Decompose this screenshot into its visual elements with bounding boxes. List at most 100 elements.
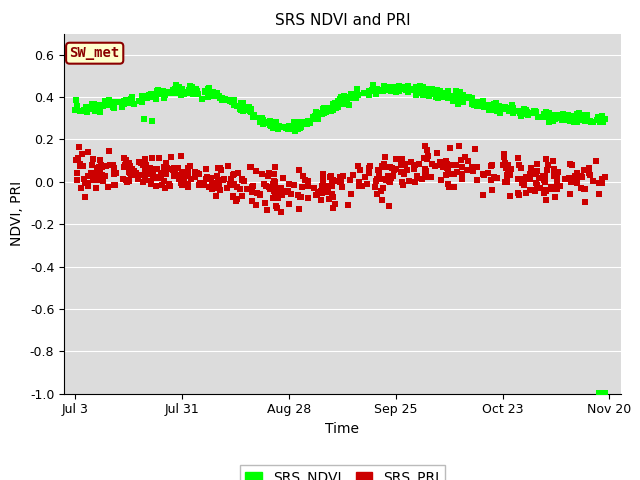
SRS_PRI	[179, 169, 189, 177]
SRS_PRI	[452, 168, 462, 176]
SRS_PRI	[451, 161, 461, 168]
SRS_PRI	[169, 165, 179, 172]
SRS_NDVI	[236, 106, 246, 114]
SRS_NDVI	[122, 99, 132, 107]
SRS_PRI	[376, 162, 387, 170]
SRS_PRI	[360, 173, 370, 181]
SRS_NDVI	[220, 96, 230, 103]
SRS_NDVI	[120, 98, 130, 106]
SRS_PRI	[154, 155, 164, 162]
SRS_PRI	[161, 159, 172, 167]
SRS_NDVI	[364, 87, 374, 95]
SRS_NDVI	[325, 107, 335, 114]
SRS_PRI	[526, 164, 536, 171]
SRS_PRI	[338, 172, 348, 180]
SRS_PRI	[567, 161, 577, 168]
SRS_PRI	[330, 200, 340, 208]
SRS_PRI	[600, 173, 610, 181]
SRS_NDVI	[140, 94, 150, 101]
SRS_PRI	[148, 169, 158, 177]
SRS_NDVI	[572, 115, 582, 122]
SRS_NDVI	[403, 88, 413, 96]
SRS_NDVI	[378, 87, 388, 95]
SRS_NDVI	[455, 88, 465, 96]
SRS_NDVI	[588, 119, 598, 126]
SRS_PRI	[348, 172, 358, 180]
SRS_NDVI	[294, 124, 305, 132]
SRS_NDVI	[423, 90, 433, 97]
SRS_PRI	[119, 154, 129, 162]
SRS_NDVI	[238, 99, 248, 107]
SRS_PRI	[141, 162, 151, 169]
SRS_PRI	[199, 181, 209, 189]
SRS_PRI	[181, 171, 191, 179]
SRS_NDVI	[349, 90, 360, 98]
SRS_NDVI	[271, 121, 281, 129]
SRS_NDVI	[328, 107, 339, 114]
SRS_PRI	[87, 161, 97, 168]
SRS_NDVI	[333, 103, 343, 111]
SRS_NDVI	[303, 117, 314, 124]
SRS_PRI	[202, 176, 212, 183]
SRS_NDVI	[204, 84, 214, 92]
SRS_PRI	[201, 165, 211, 173]
SRS_NDVI	[595, 117, 605, 125]
SRS_NDVI	[467, 100, 477, 108]
SRS_NDVI	[350, 90, 360, 97]
SRS_NDVI	[440, 93, 450, 101]
SRS_PRI	[514, 161, 524, 168]
SRS_PRI	[151, 182, 161, 190]
SRS_PRI	[104, 147, 114, 155]
SRS_NDVI	[416, 89, 426, 97]
SRS_PRI	[532, 161, 542, 168]
SRS_NDVI	[564, 116, 574, 124]
SRS_NDVI	[278, 123, 289, 131]
SRS_PRI	[564, 190, 575, 198]
SRS_NDVI	[557, 110, 568, 118]
SRS_PRI	[91, 185, 101, 192]
SRS_NDVI	[144, 91, 154, 98]
SRS_PRI	[579, 185, 589, 192]
SRS_PRI	[539, 190, 549, 197]
SRS_NDVI	[200, 87, 210, 95]
SRS_NDVI	[321, 106, 332, 113]
SRS_NDVI	[390, 84, 401, 92]
SRS_PRI	[574, 173, 584, 180]
SRS_NDVI	[585, 117, 595, 125]
SRS_PRI	[122, 162, 132, 169]
SRS_PRI	[591, 157, 601, 165]
SRS_PRI	[179, 176, 189, 184]
SRS_NDVI	[543, 112, 554, 120]
SRS_NDVI	[330, 104, 340, 111]
SRS_NDVI	[259, 119, 269, 126]
SRS_NDVI	[83, 105, 93, 113]
SRS_NDVI	[148, 93, 159, 101]
SRS_PRI	[412, 174, 422, 181]
SRS_PRI	[448, 161, 458, 169]
SRS_NDVI	[174, 84, 184, 91]
SRS_NDVI	[588, 119, 598, 126]
SRS_NDVI	[301, 120, 311, 128]
SRS_PRI	[538, 175, 548, 183]
SRS_NDVI	[421, 86, 431, 94]
SRS_NDVI	[212, 91, 222, 99]
SRS_NDVI	[150, 90, 160, 97]
SRS_NDVI	[472, 100, 483, 108]
SRS_PRI	[182, 183, 193, 191]
SRS_PRI	[383, 173, 393, 180]
SRS_NDVI	[108, 103, 118, 111]
SRS_PRI	[385, 163, 395, 171]
SRS_NDVI	[342, 96, 353, 104]
SRS_PRI	[521, 189, 531, 197]
SRS_PRI	[323, 188, 333, 196]
SRS_NDVI	[312, 112, 323, 120]
SRS_PRI	[162, 164, 172, 171]
SRS_NDVI	[246, 105, 256, 113]
SRS_NDVI	[260, 119, 271, 126]
SRS_PRI	[121, 176, 131, 184]
SRS_PRI	[449, 183, 460, 191]
SRS_PRI	[552, 186, 563, 193]
SRS_PRI	[110, 181, 120, 189]
SRS_PRI	[215, 186, 225, 194]
SRS_NDVI	[164, 89, 175, 97]
